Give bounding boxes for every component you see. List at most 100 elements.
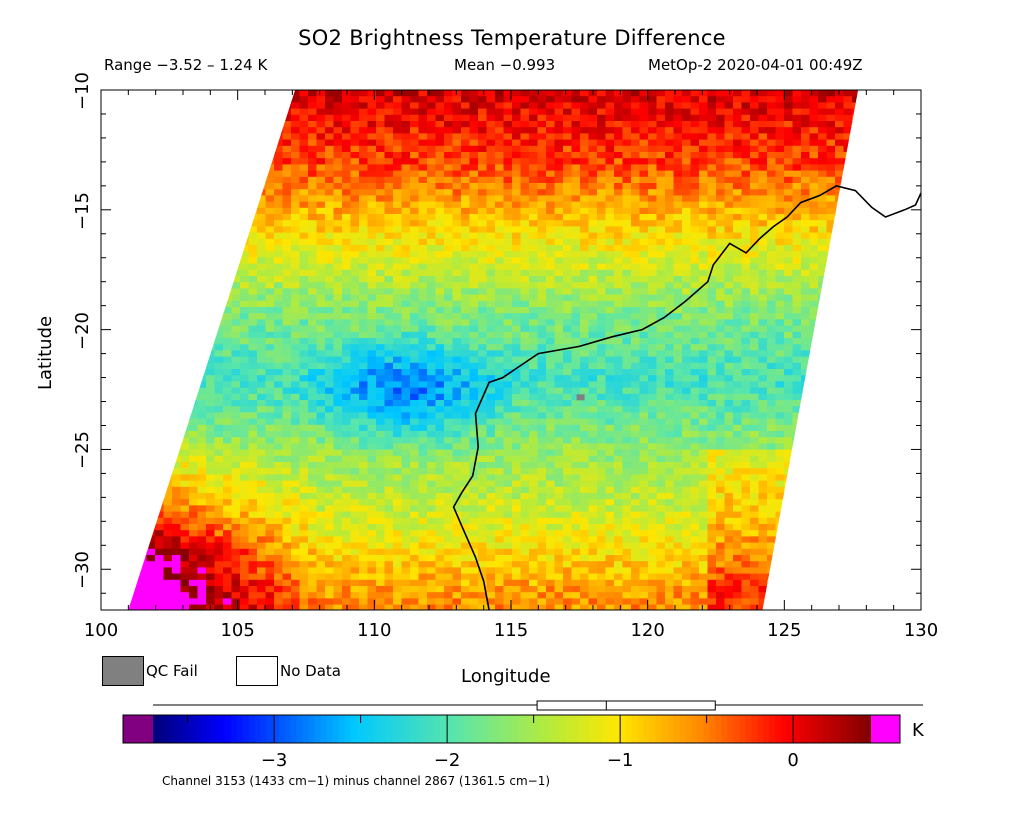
heatmap-cell bbox=[274, 431, 284, 438]
heatmap-cell bbox=[546, 158, 556, 165]
heatmap-cell bbox=[554, 381, 564, 389]
heatmap-cell bbox=[724, 424, 734, 432]
heatmap-cell bbox=[826, 313, 836, 320]
heatmap-cell bbox=[852, 133, 859, 141]
heatmap-cell bbox=[665, 412, 675, 420]
heatmap-cell bbox=[265, 294, 275, 302]
heatmap-cell bbox=[724, 344, 734, 351]
heatmap-cell bbox=[835, 127, 845, 134]
heatmap-cell bbox=[767, 90, 777, 97]
heatmap-cell bbox=[410, 232, 420, 240]
heatmap-cell bbox=[503, 201, 513, 209]
heatmap-cell bbox=[291, 344, 301, 351]
heatmap-cell bbox=[665, 251, 675, 258]
heatmap-cell bbox=[861, 419, 870, 426]
heatmap-cell bbox=[265, 288, 275, 296]
heatmap-cell bbox=[733, 238, 743, 246]
heatmap-cell bbox=[750, 288, 760, 296]
heatmap-cell bbox=[852, 418, 859, 426]
heatmap-cell bbox=[792, 288, 802, 296]
heatmap-cell bbox=[265, 114, 275, 122]
heatmap-cell bbox=[716, 133, 726, 141]
heatmap-cell bbox=[410, 393, 420, 401]
heatmap-cell bbox=[129, 139, 139, 147]
heatmap-cell bbox=[384, 133, 394, 141]
heatmap-cell bbox=[486, 344, 496, 351]
heatmap-cell bbox=[180, 263, 190, 271]
heatmap-cell bbox=[682, 90, 692, 97]
heatmap-cell bbox=[291, 220, 301, 227]
heatmap-cell bbox=[818, 338, 828, 345]
heatmap-cell bbox=[809, 424, 819, 432]
heatmap-cell bbox=[172, 362, 182, 370]
heatmap-cell bbox=[197, 226, 207, 234]
heatmap-cell bbox=[393, 307, 403, 314]
heatmap-cell bbox=[707, 183, 717, 190]
heatmap-cell bbox=[554, 145, 564, 153]
heatmap-cell bbox=[316, 350, 326, 358]
heatmap-cell bbox=[240, 282, 250, 289]
heatmap-cell bbox=[656, 201, 666, 209]
heatmap-cell bbox=[163, 257, 173, 265]
heatmap-cell bbox=[571, 251, 581, 258]
heatmap-cell bbox=[325, 207, 335, 215]
heatmap-cell bbox=[843, 195, 853, 203]
heatmap-cell bbox=[410, 145, 420, 153]
heatmap-cell bbox=[291, 294, 301, 302]
heatmap-cell bbox=[503, 121, 513, 128]
heatmap-cell bbox=[605, 387, 615, 395]
heatmap-cell bbox=[809, 362, 819, 370]
heatmap-cell bbox=[809, 381, 819, 389]
heatmap-cell bbox=[605, 294, 615, 302]
heatmap-cell bbox=[308, 431, 318, 438]
heatmap-cell bbox=[529, 207, 539, 215]
heatmap-cell bbox=[274, 214, 284, 221]
heatmap-cell bbox=[376, 319, 386, 327]
heatmap-cell bbox=[299, 393, 309, 401]
heatmap-cell bbox=[554, 257, 564, 265]
heatmap-cell bbox=[801, 232, 811, 240]
heatmap-cell bbox=[197, 114, 207, 122]
heatmap-cell bbox=[350, 158, 360, 165]
heatmap-cell bbox=[758, 369, 768, 376]
heatmap-cell bbox=[418, 170, 428, 178]
heatmap-cell bbox=[444, 387, 454, 395]
heatmap-cell bbox=[478, 183, 488, 190]
heatmap-cell bbox=[614, 164, 624, 172]
heatmap-cell bbox=[129, 220, 139, 227]
heatmap-cell bbox=[784, 313, 794, 320]
heatmap-cell bbox=[342, 195, 352, 203]
heatmap-cell bbox=[503, 220, 513, 227]
heatmap-cell bbox=[350, 362, 360, 370]
heatmap-cell bbox=[138, 158, 148, 165]
heatmap-cell bbox=[878, 195, 887, 202]
heatmap-cell bbox=[563, 356, 573, 364]
heatmap-cell bbox=[274, 393, 284, 401]
heatmap-cell bbox=[155, 245, 165, 252]
heatmap-cell bbox=[546, 164, 556, 172]
heatmap-cell bbox=[597, 121, 607, 128]
heatmap-cell bbox=[699, 325, 709, 333]
heatmap-cell bbox=[724, 121, 734, 128]
heatmap-cell bbox=[214, 214, 224, 221]
heatmap-cell bbox=[129, 176, 139, 184]
heatmap-cell bbox=[180, 189, 190, 196]
heatmap-cell bbox=[648, 139, 658, 147]
heatmap-cell bbox=[146, 375, 156, 382]
heatmap-cell bbox=[529, 313, 539, 320]
heatmap-cell bbox=[163, 133, 173, 141]
heatmap-cell bbox=[673, 232, 683, 240]
heatmap-cell bbox=[452, 375, 462, 382]
heatmap-cell bbox=[631, 406, 641, 413]
heatmap-cell bbox=[724, 331, 734, 339]
heatmap-cell bbox=[146, 331, 156, 339]
heatmap-cell bbox=[529, 344, 539, 351]
heatmap-cell bbox=[418, 189, 428, 196]
heatmap-cell bbox=[248, 195, 258, 203]
heatmap-cell bbox=[180, 90, 190, 97]
heatmap-cell bbox=[724, 381, 734, 389]
heatmap-cell bbox=[597, 263, 607, 271]
heatmap-cell bbox=[792, 350, 802, 358]
heatmap-cell bbox=[146, 201, 156, 209]
heatmap-cell bbox=[801, 207, 811, 215]
